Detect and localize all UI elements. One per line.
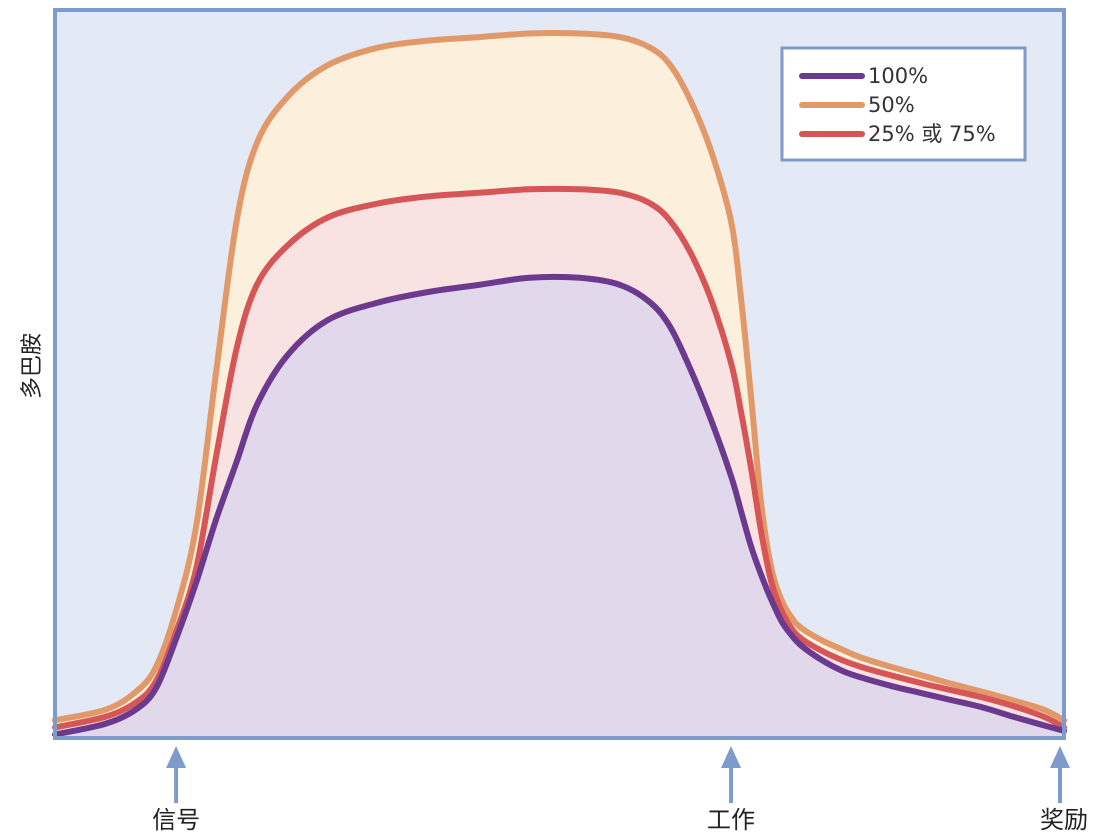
legend-label: 100% (868, 64, 928, 88)
legend-item-1: 50% (799, 93, 915, 117)
event-arrow-head (166, 746, 187, 768)
series-areas (55, 33, 1064, 739)
y-axis-label: 多巴胺 (20, 333, 45, 399)
series-line-2 (52, 185, 1067, 731)
legend-item-0: 100% (799, 64, 928, 88)
legend-label: 50% (868, 93, 915, 117)
event-label: 工作 (707, 806, 755, 834)
legend-item-2: 25% 或 75% (799, 122, 996, 146)
legend-label: 25% 或 75% (868, 122, 996, 146)
legend: 100% 50% 25% 或 75% (780, 46, 1027, 162)
event-arrow-head (721, 746, 742, 768)
series-line-1 (52, 30, 1067, 724)
series-line-0 (52, 273, 1067, 738)
event-marker-0: 信号 (152, 746, 200, 834)
event-marker-1: 工作 (707, 746, 755, 834)
plot-frame (53, 8, 1066, 740)
event-markers: 信号 工作 奖励 (152, 746, 1088, 834)
event-arrow-head (1050, 746, 1070, 768)
event-marker-2: 奖励 (1040, 746, 1088, 834)
event-label: 信号 (152, 806, 200, 834)
series-lines (52, 30, 1067, 738)
event-label: 奖励 (1040, 806, 1088, 834)
series-area-0 (55, 276, 1064, 738)
